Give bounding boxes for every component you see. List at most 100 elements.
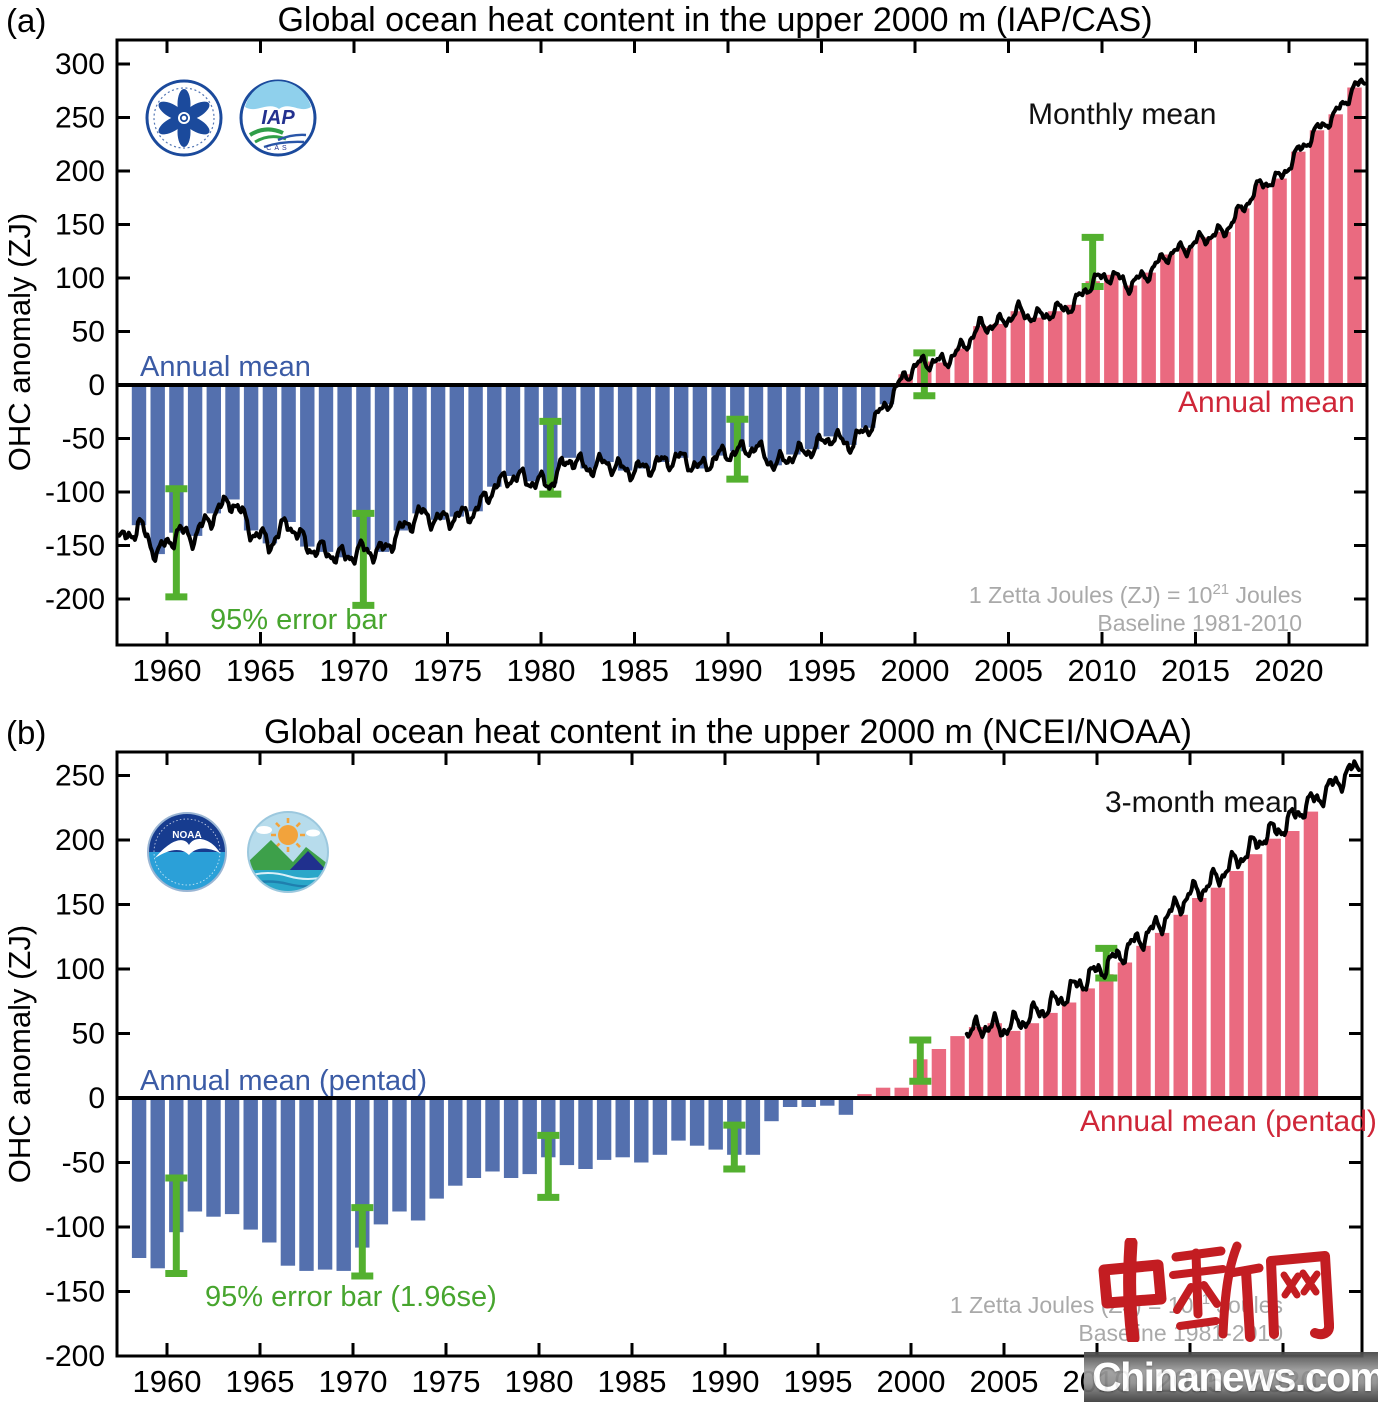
bar-2018 bbox=[1253, 183, 1269, 385]
char-xin-stroke bbox=[1241, 1266, 1255, 1342]
iap-wave bbox=[263, 133, 307, 149]
bar-2016 bbox=[1210, 887, 1226, 1098]
bar-1983 bbox=[599, 385, 614, 462]
bar-1975 bbox=[449, 385, 464, 517]
panel-a-label: (a) bbox=[6, 2, 46, 39]
x-tick-label: 1965 bbox=[226, 653, 295, 688]
noaa-logo: NOAA bbox=[147, 812, 227, 892]
y-tick-label: 300 bbox=[55, 48, 105, 81]
bar-2014 bbox=[1173, 914, 1188, 1098]
bar-1972 bbox=[393, 385, 408, 531]
panel-a-plot: 1960 1965 1970 1975 1980 1985 1990 1995 2000 2005… bbox=[45, 38, 1369, 688]
bar-1991 bbox=[748, 385, 764, 448]
char-zhong-stroke bbox=[1123, 1238, 1140, 1342]
bar-2018 bbox=[1247, 854, 1263, 1098]
bar-1973 bbox=[410, 1098, 426, 1221]
char-xin-stroke bbox=[1191, 1248, 1203, 1319]
noaa-ring-text bbox=[153, 818, 221, 886]
bar-1995 bbox=[823, 385, 838, 437]
y-tick-label: 200 bbox=[55, 824, 105, 857]
bar-1959 bbox=[150, 385, 165, 555]
y-tick-label: -150 bbox=[45, 530, 105, 563]
bar-1967 bbox=[300, 385, 315, 547]
bar-1996 bbox=[842, 385, 857, 445]
bar-1989 bbox=[711, 385, 726, 456]
x-tick-label: 1975 bbox=[413, 653, 482, 688]
panel-a-unit-note: 1 Zetta Joules (ZJ) = 1021 Joules bbox=[969, 581, 1302, 608]
y-tick-label: 200 bbox=[55, 155, 105, 188]
bar-1981 bbox=[559, 1098, 575, 1166]
bar-1999 bbox=[894, 1087, 909, 1098]
monthly-mean-line bbox=[117, 77, 1367, 566]
bar-2005 bbox=[1006, 1030, 1021, 1098]
bar-1981 bbox=[561, 385, 577, 458]
bar-1974 bbox=[429, 1098, 444, 1199]
bar-1986 bbox=[655, 385, 670, 462]
bar-2001 bbox=[931, 1049, 947, 1098]
bar-2010 bbox=[1104, 274, 1119, 385]
bar-1983 bbox=[596, 1098, 612, 1160]
x-tick-label: 1960 bbox=[133, 653, 202, 688]
bar-1985 bbox=[636, 385, 651, 469]
cas-ring-text bbox=[153, 87, 215, 149]
bar-1968 bbox=[318, 385, 334, 552]
y-tick-label: -50 bbox=[62, 423, 105, 456]
x-tick-label: 2005 bbox=[970, 1364, 1039, 1399]
bar-2017 bbox=[1235, 208, 1250, 385]
x-tick-label: 1985 bbox=[600, 653, 669, 688]
char-xin-stroke bbox=[1173, 1283, 1195, 1314]
bar-1958 bbox=[131, 1098, 147, 1258]
bar-1971 bbox=[373, 1098, 389, 1225]
bar-1965 bbox=[262, 1098, 277, 1243]
bar-1964 bbox=[243, 1098, 258, 1230]
y-tick-label: -100 bbox=[45, 476, 105, 509]
bar-1970 bbox=[356, 385, 371, 550]
bar-1988 bbox=[692, 385, 708, 469]
char-wang-inner bbox=[1299, 1269, 1321, 1296]
y-tick-label: -200 bbox=[45, 1340, 105, 1373]
panel-b-annual-mean-negative-label: Annual mean (pentad) bbox=[140, 1065, 427, 1097]
y-tick-label: -50 bbox=[62, 1147, 105, 1180]
bar-1966 bbox=[280, 1098, 296, 1266]
bar-2004 bbox=[987, 1023, 1002, 1098]
bar-1961 bbox=[187, 1098, 203, 1212]
iap-green-arc bbox=[248, 127, 284, 137]
bar-1984 bbox=[615, 1098, 630, 1158]
ncei-cloud bbox=[306, 829, 320, 837]
bar-2008 bbox=[1066, 304, 1082, 386]
panel-b-annual-mean-positive-label: Annual mean (pentad) bbox=[1080, 1105, 1377, 1138]
panel-b-logos: NOAA bbox=[147, 811, 329, 893]
bar-1974 bbox=[430, 385, 446, 520]
x-tick-label: 2010 bbox=[1068, 653, 1137, 688]
noaa-text: NOAA bbox=[172, 830, 201, 841]
bar-1964 bbox=[243, 385, 259, 531]
x-tick-label: 2000 bbox=[877, 1364, 946, 1399]
x-tick-label: 2005 bbox=[974, 653, 1043, 688]
x-tick-label: 2000 bbox=[881, 653, 950, 688]
bar-1960 bbox=[169, 1098, 184, 1233]
error-bars bbox=[165, 233, 1104, 609]
bar-2012 bbox=[1136, 945, 1151, 1098]
panel-a-error-bar-label: 95% error bar bbox=[210, 604, 388, 636]
bar-1963 bbox=[224, 1098, 240, 1215]
char-xin-stroke bbox=[1200, 1281, 1221, 1308]
bar-1980 bbox=[541, 1098, 556, 1158]
bar-2012 bbox=[1141, 272, 1156, 385]
noaa-gull bbox=[155, 839, 220, 858]
y-tick-label: -200 bbox=[45, 583, 105, 616]
y-tick-label: 250 bbox=[55, 760, 105, 793]
x-tick-label: 1965 bbox=[226, 1364, 295, 1399]
bar-1993 bbox=[786, 385, 801, 455]
bar-2002 bbox=[954, 348, 969, 385]
bar-1994 bbox=[804, 385, 820, 450]
axis-ticks: 1960 1965 1970 1975 1980 1985 1990 1995 2000 2005… bbox=[45, 40, 1367, 688]
bar-2020 bbox=[1291, 151, 1306, 385]
bar-2010 bbox=[1099, 974, 1114, 1098]
bar-1958 bbox=[131, 385, 147, 526]
bar-2022 bbox=[1328, 114, 1343, 386]
x-tick-label: 2015 bbox=[1161, 653, 1230, 688]
y-tick-label: 150 bbox=[55, 889, 105, 922]
y-tick-label: -150 bbox=[45, 1276, 105, 1309]
bar-1965 bbox=[262, 385, 278, 544]
bar-1993 bbox=[782, 1098, 798, 1107]
